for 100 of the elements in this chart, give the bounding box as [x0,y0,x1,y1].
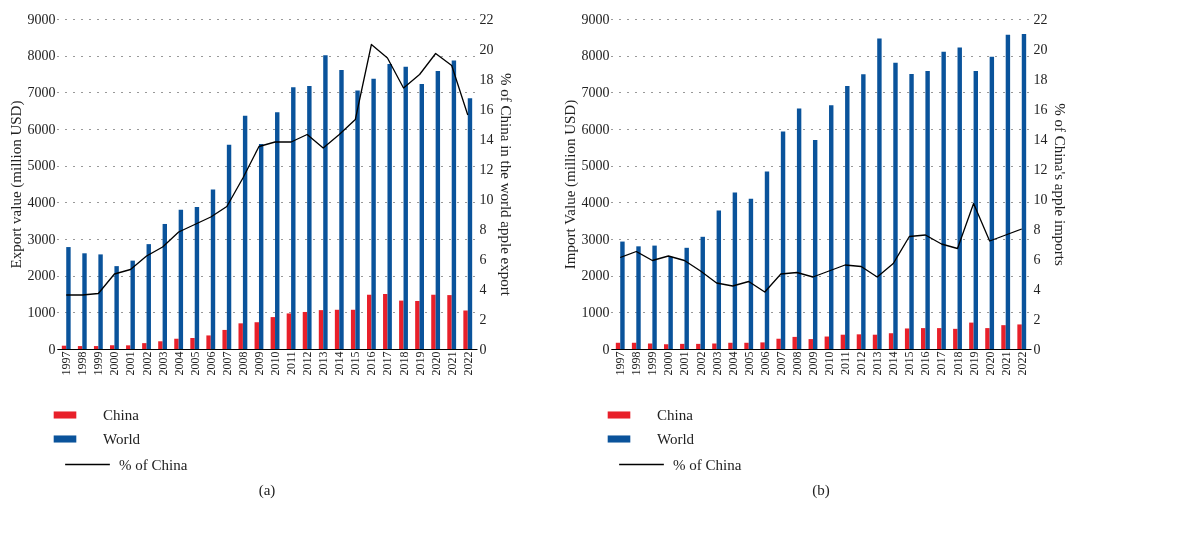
bar [989,56,995,349]
x-tick-label: 2008 [235,351,250,376]
bar [877,38,882,349]
y-tick-label: 3000 [581,231,610,247]
bar [920,328,926,349]
bar [668,256,673,349]
y2-axis-title: % of China in the world apple export [497,73,514,297]
bar [861,74,866,349]
bar [403,66,408,349]
y2-tick-label: 16 [479,101,494,117]
line-series [619,202,1023,293]
y-tick-label: 0 [48,341,56,357]
bar [387,64,392,349]
x-tick-label: 1998 [75,351,90,376]
x-tick-label: 2007 [219,351,234,376]
y2-tick-label: 14 [479,131,494,147]
x-tick-label: 2013 [316,351,331,376]
y2-tick-label: 22 [1033,11,1048,27]
bar [888,333,894,349]
bar [270,317,276,349]
y-tick-label: 8000 [581,48,610,64]
x-tick-label: 2002 [139,351,154,376]
x-tick-label: 2011 [284,351,299,376]
y2-tick-label: 18 [1033,71,1048,87]
text: (b) [812,482,830,499]
x-tick-label: 2016 [364,351,379,376]
x-tick-label: 2003 [709,351,724,376]
x-tick-label: 2021 [998,351,1013,376]
y2-tick-label: 8 [1033,221,1041,237]
bar [82,253,87,349]
bar [431,294,436,349]
bar [909,74,914,349]
bar [969,322,974,349]
y-axis-title: Export value (million USD) [7,100,25,269]
bar [275,112,280,349]
y2-axis-title: % of China's apple imports [1051,103,1068,266]
bar [307,86,312,349]
bar [808,339,813,349]
bar [258,144,264,349]
y-tick-label: 2000 [581,268,610,284]
bar [302,311,308,349]
bar [190,338,195,349]
bar [238,323,243,349]
bar [985,328,990,349]
bar [350,309,356,349]
y2-tick-label: 6 [1033,251,1041,267]
bar [776,338,781,349]
bar [415,300,420,349]
y2-tick-label: 6 [479,251,487,267]
bar [1021,34,1027,349]
bar [206,335,211,349]
legend-label: % of China [673,456,742,473]
y-tick-label: 9000 [581,11,610,27]
x-tick-label: 2010 [268,351,283,376]
line-series [65,43,469,296]
x-tick-label: 2012 [854,351,869,376]
bar [447,295,452,349]
bar [620,241,625,349]
bar [291,87,296,349]
x-tick-label: 2011 [838,351,853,376]
x-tick-label: 2002 [693,351,708,376]
bar [110,345,115,349]
x-tick-label: 1998 [629,351,644,376]
bar [712,343,717,349]
bar [158,341,163,349]
bar [1005,34,1011,349]
y2-tick-label: 0 [479,341,487,357]
bar [812,140,818,349]
x-tick-label: 2009 [805,351,820,376]
bar [856,334,862,349]
bar [399,300,404,349]
y-tick-label: 4000 [27,194,56,210]
bar [194,207,200,349]
x-tick-label: 2009 [251,351,266,376]
y-tick-label: 9000 [27,11,56,27]
bar [732,192,738,349]
x-tick-label: 2000 [107,351,122,376]
bar [98,254,103,349]
y-tick-label: 1000 [581,304,610,320]
x-tick-label: 1999 [91,351,106,376]
bar [114,266,119,349]
y2-tick-label: 4 [479,281,487,297]
bar [419,83,424,349]
y2-tick-label: 12 [479,161,494,177]
bar [716,210,722,349]
y2-tick-label: 8 [479,221,487,237]
bar [760,342,765,349]
bar [792,336,797,349]
y-tick-label: 3000 [27,231,56,247]
y-tick-label: 7000 [581,84,610,100]
legend-label: % of China [119,456,188,473]
bar [371,78,376,349]
x-tick-label: 2001 [123,351,138,376]
y-axis-title: Import Value (million USD) [561,99,579,270]
bar [893,62,898,349]
bar [467,98,473,349]
bar [435,71,441,349]
y2-tick-label: 16 [1033,101,1048,117]
bar [744,342,749,349]
x-tick-label: 2006 [757,351,772,376]
